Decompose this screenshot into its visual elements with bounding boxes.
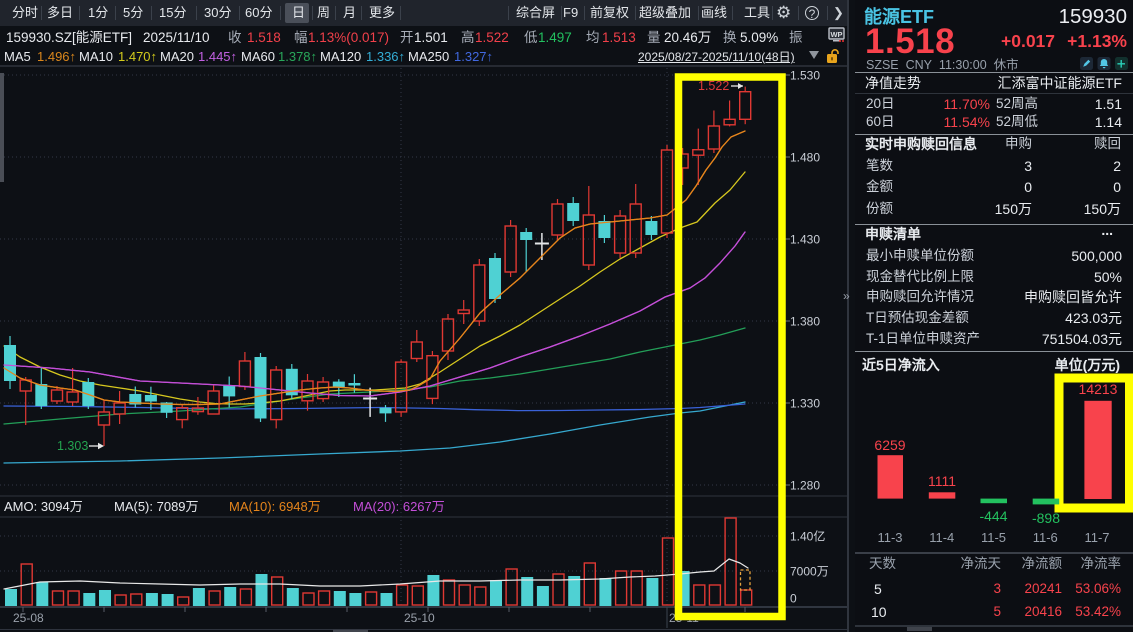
svg-text:25-08: 25-08 [13, 611, 44, 625]
svg-text:1.530: 1.530 [790, 69, 820, 83]
svg-text:25-10: 25-10 [404, 611, 435, 625]
svg-text:1.380: 1.380 [790, 315, 820, 329]
svg-text:WP: WP [830, 30, 842, 39]
svg-text:1.303: 1.303 [57, 439, 88, 453]
svg-text:1.40亿: 1.40亿 [790, 529, 825, 544]
svg-text:1.480: 1.480 [790, 151, 820, 165]
svg-text:1.430: 1.430 [790, 233, 820, 247]
svg-text:0: 0 [790, 592, 797, 606]
svg-text:7000万: 7000万 [790, 565, 829, 579]
svg-text:1.330: 1.330 [790, 397, 820, 411]
svg-text:1.522: 1.522 [698, 79, 729, 93]
svg-text:1.280: 1.280 [790, 479, 820, 493]
